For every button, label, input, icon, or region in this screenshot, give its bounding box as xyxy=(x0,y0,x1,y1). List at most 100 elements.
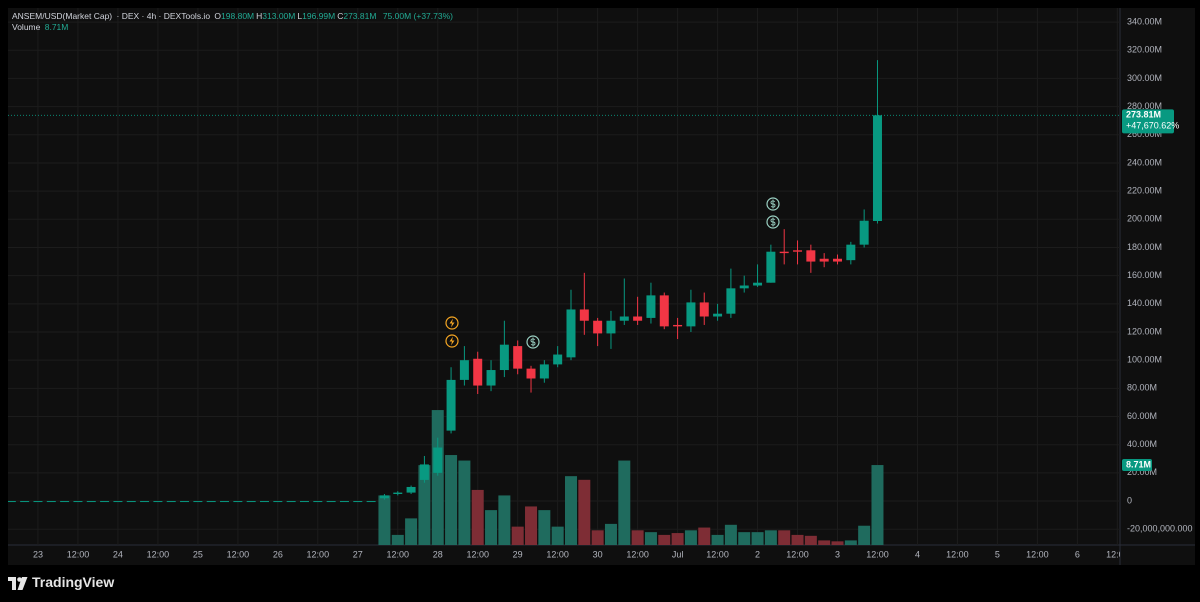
volume-bar xyxy=(458,460,471,545)
x-tick-label: 23 xyxy=(33,549,43,559)
x-tick-label: 12:00 xyxy=(307,549,330,559)
volume-bar xyxy=(804,535,817,545)
volume-bar xyxy=(858,525,871,545)
x-tick-label: 12:00 xyxy=(147,549,170,559)
y-tick-label: 280.00M xyxy=(1127,101,1162,111)
candle-body xyxy=(406,486,416,493)
candle-body xyxy=(126,501,136,503)
volume-bar xyxy=(564,476,577,545)
volume-bar xyxy=(751,532,764,545)
candle-body xyxy=(859,220,869,245)
candle-body xyxy=(8,501,16,503)
volume-bar xyxy=(631,530,644,545)
candle-body xyxy=(220,501,230,503)
x-tick-label: 12:00 xyxy=(1026,549,1049,559)
volume-legend: Volume 8.71M xyxy=(12,22,70,32)
x-tick-label: 25 xyxy=(193,549,203,559)
ohlc-key: O xyxy=(214,11,222,21)
candle-layer xyxy=(8,60,882,503)
candle-body xyxy=(166,501,176,503)
grid xyxy=(8,8,1120,545)
candle-body xyxy=(446,379,456,431)
candle-body xyxy=(593,320,603,334)
candle-body xyxy=(686,302,696,327)
x-tick-label: 12:00 xyxy=(387,549,410,559)
volume-bar xyxy=(378,495,391,545)
x-tick-label: 12:00 xyxy=(1106,549,1129,559)
x-tick-label: 30 xyxy=(593,549,603,559)
x-tick-label: 4 xyxy=(915,549,920,559)
candle-body xyxy=(286,501,296,503)
candle-body xyxy=(713,313,723,317)
candle-body xyxy=(86,501,96,503)
y-tick-label: 120.00M xyxy=(1127,326,1162,336)
x-tick-label: 28 xyxy=(433,549,443,559)
volume-bar xyxy=(525,506,538,545)
x-tick-label: 24 xyxy=(113,549,123,559)
candle-body xyxy=(526,368,536,379)
volume-layer xyxy=(378,410,884,545)
ohlc-legend: O198.80M H313.00M L196.99M C273.81M xyxy=(214,11,378,21)
axes: -20,000,000.000 0 20.00M 40.00M 60.00M 80.00M… xyxy=(1122,16,1193,534)
last-change-label: +47,670.62% xyxy=(1126,121,1179,131)
volume-bar xyxy=(764,530,777,545)
event-markers xyxy=(445,197,780,349)
candle-body xyxy=(766,251,776,283)
volume-bar xyxy=(831,541,844,545)
volume-bar xyxy=(498,495,511,545)
candle-body xyxy=(260,501,270,503)
candle-body xyxy=(833,258,843,262)
candle-body xyxy=(313,501,323,503)
candle-body xyxy=(793,250,803,252)
candle-body xyxy=(73,501,83,503)
candle-body xyxy=(339,501,349,503)
y-tick-label: 80.00M xyxy=(1127,383,1157,393)
volume-bar xyxy=(684,530,697,545)
volume-bar xyxy=(445,455,458,545)
x-tick-label: 12:00 xyxy=(67,549,90,559)
change-legend: 75.00M (+37.73%) xyxy=(382,11,453,21)
candle-body xyxy=(299,501,309,503)
candle-body xyxy=(46,501,56,503)
y-tick-label: 340.00M xyxy=(1127,16,1162,26)
y-tick-label: 200.00M xyxy=(1127,214,1162,224)
last-price-badge xyxy=(1122,109,1174,134)
volume-bar xyxy=(698,527,711,545)
candle-body xyxy=(180,501,190,503)
candle-body xyxy=(659,295,669,327)
x-tick-label: 3 xyxy=(835,549,840,559)
candle-body xyxy=(113,501,123,503)
candle-body xyxy=(193,501,203,503)
candle-body xyxy=(326,501,336,503)
volume-bar xyxy=(671,533,684,545)
candle-body xyxy=(246,501,256,503)
candle-body xyxy=(353,501,363,503)
candle-body xyxy=(366,501,376,503)
candle-body xyxy=(433,447,443,473)
candle-body xyxy=(393,492,403,495)
candle-body xyxy=(100,501,110,503)
volume-bar xyxy=(778,530,791,545)
volume-bar xyxy=(578,479,591,545)
volume-bar xyxy=(431,410,444,545)
candle-body xyxy=(566,309,576,358)
last-volume-label: 8.71M xyxy=(1126,459,1151,469)
symbol-title: ANSEM/USD(Market Cap) xyxy=(12,11,113,21)
candle-body xyxy=(273,501,283,503)
symbol-legend: ANSEM/USD(Market Cap) · DEX · 4h · DEXTo… xyxy=(12,11,455,21)
candle-body xyxy=(753,282,763,286)
volume-bar xyxy=(604,523,617,545)
volume-bar xyxy=(418,465,431,545)
candle-body xyxy=(619,316,629,321)
volume-bar xyxy=(471,489,484,545)
y-tick-label: 0 xyxy=(1127,495,1132,505)
candle-body xyxy=(553,354,563,365)
y-tick-label: 100.00M xyxy=(1127,355,1162,365)
candle-body xyxy=(739,285,749,289)
ohlc-key: H xyxy=(256,11,263,21)
candle-body xyxy=(20,501,30,503)
x-tick-label: 26 xyxy=(273,549,283,559)
dollar-marker xyxy=(526,335,540,349)
x-tick-label: 27 xyxy=(353,549,363,559)
